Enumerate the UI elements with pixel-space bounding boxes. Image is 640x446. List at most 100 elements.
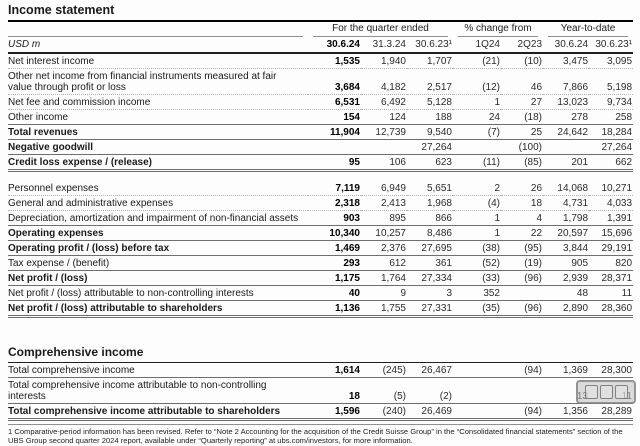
cell-value: 20,597: [543, 225, 590, 241]
cell-value: 12,739: [361, 124, 407, 140]
cell-value: 26: [501, 181, 544, 196]
cell-value: [453, 403, 501, 421]
cell-value: 10,340: [308, 225, 361, 241]
cell-value: 623: [407, 154, 453, 172]
cell-value: 201: [543, 154, 590, 172]
row-label: Total comprehensive income attributable …: [8, 403, 308, 421]
row-label: Total comprehensive income attributable …: [8, 377, 308, 404]
cell-value: [453, 377, 501, 404]
cell-value: 4,182: [361, 68, 407, 95]
table-row: [8, 171, 633, 182]
cell-value: 1,755: [361, 300, 407, 318]
cell-value: [453, 139, 501, 155]
col-header: 30.6.23¹: [589, 37, 634, 54]
row-label: Total comprehensive income: [8, 363, 308, 378]
table-row: Other income 154 124 188 24 (18) 278 258: [8, 109, 634, 125]
cell-value: 4,033: [589, 195, 634, 211]
table-row: Operating profit / (loss) before tax 1,4…: [8, 240, 634, 256]
cell-value: 28,360: [589, 300, 634, 318]
cell-value: 2,890: [543, 300, 590, 318]
cell-value: (38): [453, 240, 501, 256]
cell-value: 2: [453, 181, 501, 196]
cell-value: 28,289: [589, 403, 633, 421]
col-header: 2Q23: [501, 37, 544, 54]
cell-value: [453, 363, 501, 378]
col-header: 30.6.23¹: [407, 37, 453, 54]
page-title: Income statement: [8, 3, 633, 22]
table-row: Net profit / (loss) 1,175 1,764 27,334 (…: [8, 270, 634, 286]
cell-value: 2,376: [361, 240, 407, 256]
group-header-quarter: For the quarter ended: [308, 22, 453, 37]
row-label: Other income: [8, 109, 308, 125]
cell-value: 2,517: [407, 68, 453, 95]
cell-value: 154: [308, 109, 361, 125]
row-label: Tax expense / (benefit): [8, 255, 308, 271]
cell-value: 9: [361, 285, 407, 301]
cell-value: 1,940: [361, 53, 407, 69]
cell-value: 1: [453, 225, 501, 241]
cell-value: (96): [501, 270, 544, 286]
cell-value: 28,300: [589, 363, 633, 378]
cell-value: 26,469: [407, 403, 453, 421]
cell-value: 18: [501, 195, 544, 211]
table-row: Total comprehensive income attributable …: [8, 377, 633, 404]
cell-value: 188: [407, 109, 453, 125]
cell-value: 6,949: [361, 181, 407, 196]
row-label: Operating expenses: [8, 225, 308, 241]
cell-value: 1,535: [308, 53, 361, 69]
cell-value: 1: [453, 210, 501, 226]
watermark-badge: [576, 380, 636, 404]
cell-value: 27,331: [407, 300, 453, 318]
cell-value: 895: [361, 210, 407, 226]
cell-value: 6,531: [308, 94, 361, 110]
cell-value: 1,764: [361, 270, 407, 286]
cell-value: 361: [407, 255, 453, 271]
cell-value: 4: [501, 210, 544, 226]
table-row: Net interest income 1,535 1,940 1,707 (2…: [8, 53, 634, 69]
cell-value: (5): [361, 377, 407, 404]
cell-value: 25: [501, 124, 544, 140]
cell-value: [501, 171, 543, 182]
cell-value: (10): [501, 53, 544, 69]
cell-value: 24,642: [543, 124, 590, 140]
cell-value: [453, 171, 501, 182]
cell-value: 40: [308, 285, 361, 301]
cell-value: 10,257: [361, 225, 407, 241]
cell-value: (96): [501, 300, 544, 318]
cell-value: 27,264: [407, 139, 453, 155]
table-row: Personnel expenses 7,119 6,949 5,651 2 2…: [8, 181, 634, 196]
cell-value: (240): [361, 403, 407, 421]
cell-value: (33): [453, 270, 501, 286]
table-row: Net profit / (loss) attributable to non-…: [8, 285, 634, 301]
cell-value: 7,119: [308, 181, 361, 196]
cell-value: 29,191: [589, 240, 634, 256]
cell-value: 124: [361, 109, 407, 125]
row-label: Personnel expenses: [8, 181, 308, 196]
cell-value: 1,356: [543, 403, 589, 421]
table-row: General and administrative expenses 2,31…: [8, 195, 634, 211]
cell-value: 1,391: [589, 210, 634, 226]
cell-value: [308, 139, 361, 155]
cell-value: 662: [589, 154, 634, 172]
cell-value: [407, 171, 453, 182]
cell-value: [543, 171, 589, 182]
cell-value: [308, 171, 361, 182]
cell-value: (35): [453, 300, 501, 318]
table-row: Net fee and commission income 6,531 6,49…: [8, 94, 634, 110]
table-row: Total comprehensive income 1,614 (245) 2…: [8, 363, 633, 378]
group-header-ytd: Year-to-date: [543, 22, 633, 37]
cell-value: (52): [453, 255, 501, 271]
row-label: Net profit / (loss): [8, 270, 308, 286]
cell-value: 612: [361, 255, 407, 271]
cell-value: 4,731: [543, 195, 590, 211]
table-row: Operating expenses 10,340 10,257 8,486 1…: [8, 225, 634, 241]
cell-value: 3,095: [589, 53, 634, 69]
cell-value: 2,939: [543, 270, 590, 286]
cell-value: 905: [543, 255, 590, 271]
cell-value: 13,023: [543, 94, 590, 110]
column-group-header-row: For the quarter ended % change from Year…: [8, 22, 633, 37]
cell-value: [361, 139, 407, 155]
cell-value: 1,707: [407, 53, 453, 69]
col-header: 30.6.24: [543, 37, 590, 54]
